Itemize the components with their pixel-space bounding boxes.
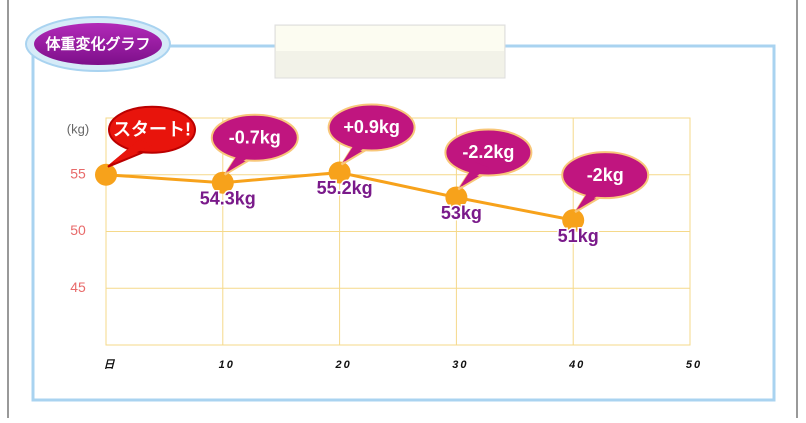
bubble-tail-fill xyxy=(342,137,373,163)
annotation: -2kg xyxy=(587,165,624,185)
bubble xyxy=(561,151,650,200)
annotation: スタート! xyxy=(113,120,191,140)
bubble xyxy=(327,103,416,152)
x-tick-label: 40 xyxy=(568,359,585,371)
bubble-tail-fill xyxy=(109,139,153,165)
note-box-top xyxy=(276,26,504,51)
bubble xyxy=(444,128,533,177)
point xyxy=(562,209,585,232)
chart-title: 体重変化グラフ xyxy=(45,35,150,53)
title-pill xyxy=(34,23,162,65)
x-tick-label: 50 xyxy=(686,359,702,371)
bubble-tail-fill xyxy=(225,147,256,173)
value-label: 55.2kg xyxy=(317,178,373,198)
point xyxy=(211,171,234,194)
annotation: +0.9kg xyxy=(343,117,400,137)
bubble-tail-fill xyxy=(459,162,490,188)
y-tick-label: 55 xyxy=(70,165,86,181)
x-tick-label: 日 xyxy=(104,359,117,371)
bubble xyxy=(108,105,196,154)
x-tick-label: 20 xyxy=(334,359,351,371)
bubble xyxy=(210,113,299,162)
point xyxy=(445,186,468,209)
x-tick-label: 30 xyxy=(452,359,468,371)
panel xyxy=(31,44,776,402)
value-label: 53kg xyxy=(441,203,482,223)
y-axis-label: (kg) xyxy=(67,121,89,136)
x-tick-label: 10 xyxy=(219,359,235,371)
bubble-tail-fill xyxy=(576,185,607,211)
annotation: -2.2kg xyxy=(462,142,514,162)
annotation: -0.7kg xyxy=(229,127,281,147)
point xyxy=(328,161,351,184)
value-label: 54.3kg xyxy=(200,188,256,208)
point xyxy=(95,163,117,186)
y-tick-label: 45 xyxy=(70,279,86,295)
value-label: 51kg xyxy=(558,226,599,246)
y-tick-label: 50 xyxy=(70,222,86,238)
